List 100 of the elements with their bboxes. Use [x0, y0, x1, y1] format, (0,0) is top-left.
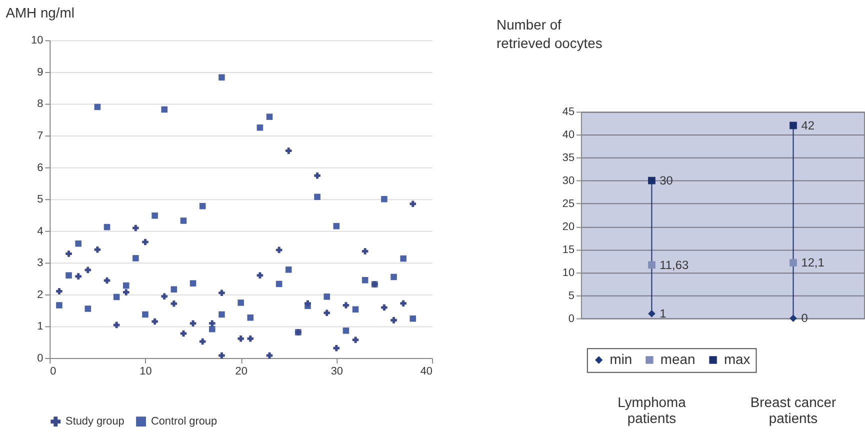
legend-label: mean [660, 350, 696, 367]
point [180, 330, 187, 337]
point [132, 224, 139, 232]
point [400, 300, 406, 306]
point [648, 310, 656, 318]
y-tick-label: 45 [562, 106, 575, 118]
point [381, 196, 388, 202]
point [56, 302, 62, 308]
point [352, 336, 359, 344]
y-tick-label: 35 [562, 152, 575, 164]
x-tick-label: 40 [420, 365, 432, 378]
y-tick-label: 8 [37, 98, 44, 110]
point [122, 289, 130, 296]
point [247, 314, 254, 321]
point [390, 317, 397, 324]
point [285, 148, 292, 154]
legend-label: Study group [66, 416, 124, 428]
y-tick-label: 5 [37, 194, 44, 206]
point [285, 266, 292, 273]
point [94, 104, 101, 110]
point [66, 250, 72, 257]
y-tick-label: 0 [568, 312, 575, 325]
point [84, 266, 92, 274]
point [410, 200, 416, 208]
point [390, 274, 397, 280]
point [199, 338, 206, 345]
point [113, 322, 120, 328]
point [161, 293, 168, 300]
point [66, 272, 72, 279]
point [218, 352, 225, 359]
point [238, 335, 244, 342]
data-label: 30 [660, 174, 674, 188]
point [152, 212, 158, 219]
x-tick-label: 10 [140, 365, 152, 378]
data-label: 0 [801, 311, 808, 326]
point [218, 74, 225, 81]
point [410, 315, 416, 322]
point [152, 318, 158, 325]
data-label: 42 [801, 118, 815, 132]
point [790, 122, 797, 130]
point [142, 311, 148, 318]
point [333, 345, 340, 352]
point [56, 288, 62, 294]
point [362, 248, 368, 254]
point [324, 294, 330, 300]
point [238, 300, 244, 306]
point [276, 280, 282, 288]
y-tick-label: 5 [568, 290, 575, 302]
point [342, 302, 350, 308]
y-tick-label: 20 [562, 220, 575, 233]
point [790, 314, 797, 322]
y-tick-label: 6 [37, 162, 44, 174]
point [132, 255, 139, 262]
point [122, 282, 130, 289]
point [352, 306, 359, 313]
point [75, 240, 82, 247]
y-tick-label: 1 [37, 320, 44, 333]
point [190, 280, 196, 286]
point [256, 124, 264, 131]
point [304, 300, 311, 306]
point [362, 277, 368, 284]
y-tick-label: 3 [37, 257, 44, 270]
point [218, 290, 225, 296]
point [199, 202, 206, 210]
point [170, 300, 178, 307]
point [314, 194, 320, 200]
y-tick-label: 15 [562, 244, 575, 256]
y-tick-label: 9 [37, 66, 44, 78]
point [218, 311, 225, 318]
legend-label: Control group [150, 416, 218, 428]
x-tick-label: Breast cancer patients [750, 394, 836, 426]
y-tick-label: 25 [562, 198, 575, 210]
y-tick-label: 7 [37, 130, 44, 142]
point [400, 255, 406, 262]
data-label: 1 [660, 306, 667, 321]
y-tick-label: 2 [37, 288, 44, 301]
data-label: 11,63 [660, 258, 689, 272]
y-tick-label: 10 [31, 34, 44, 47]
point [247, 335, 254, 342]
point [161, 106, 168, 113]
point [266, 114, 273, 120]
point [324, 310, 330, 316]
point [113, 294, 120, 300]
y-tick-label: 30 [562, 175, 575, 188]
point [648, 261, 656, 269]
point [209, 320, 216, 326]
point [104, 277, 110, 284]
legend-label: max [724, 350, 750, 367]
y-tick-label: 0 [37, 352, 44, 364]
y-tick-label: 4 [37, 225, 44, 238]
point [170, 286, 178, 292]
point [790, 259, 797, 266]
point [75, 273, 82, 280]
point [648, 176, 656, 184]
x-tick-label: 0 [50, 365, 56, 378]
point [84, 306, 92, 312]
point [104, 224, 110, 230]
x-tick-label: 20 [235, 365, 248, 378]
y-axis-title: Number of retrieved oocytes [496, 16, 602, 52]
x-tick-label: Lymphoma patients [618, 394, 686, 426]
